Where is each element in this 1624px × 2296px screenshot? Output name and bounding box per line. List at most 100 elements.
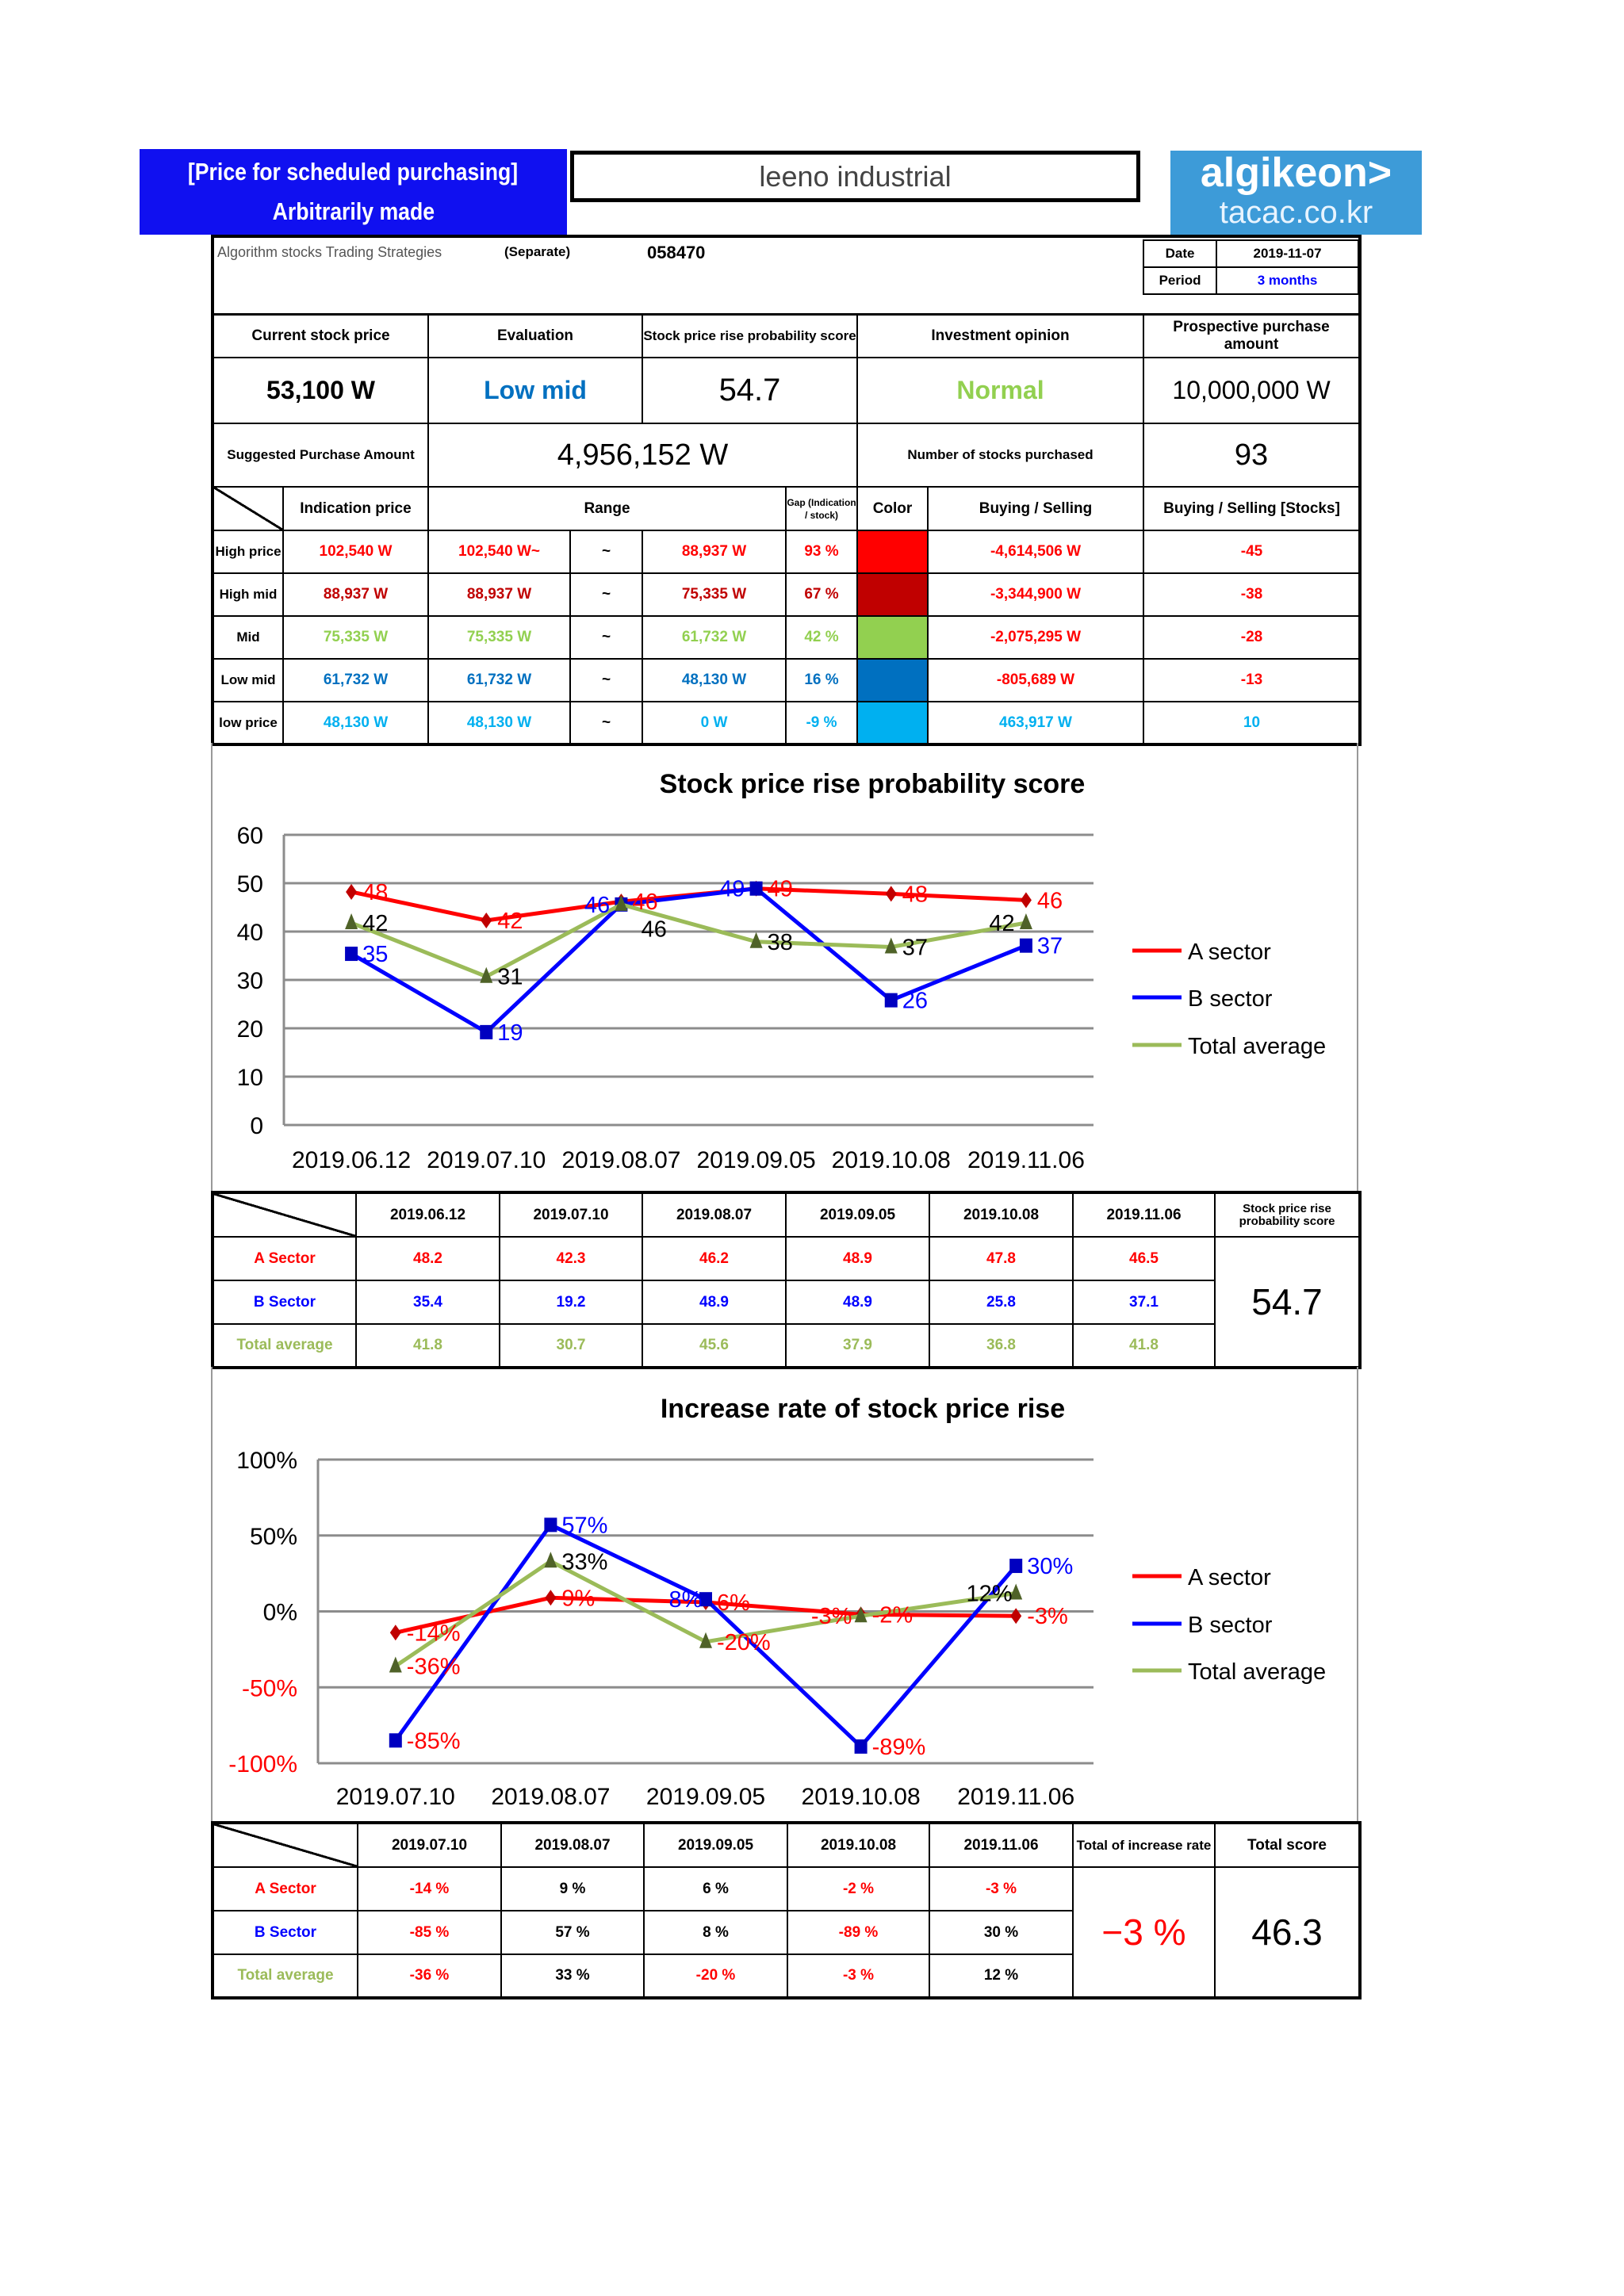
buy-sell-header: Buying / Selling	[927, 486, 1144, 531]
data-label: 9%	[561, 1586, 595, 1611]
x-tick-label: 2019.07.10	[427, 1147, 546, 1173]
data-label: 48	[362, 880, 388, 905]
y-tick-label: -100%	[228, 1751, 297, 1777]
x-tick-label: 2019.06.12	[292, 1147, 411, 1173]
data-point	[389, 1624, 401, 1641]
data-label: 49	[768, 877, 793, 902]
page-title-box: [Price for scheduled purchasing] Arbitra…	[140, 149, 567, 235]
date-header: 2019.10.08	[929, 1192, 1074, 1238]
buy-sell-amount: -3,344,900 W	[927, 572, 1144, 617]
suggested-amount-value: 4,956,152 W	[427, 423, 858, 488]
buy-sell-stocks: 10	[1142, 701, 1362, 745]
prospective-amount-value: 10,000,000 W	[1142, 357, 1362, 424]
price-row: low price 48,130 W 48,130 W ~0 W -9 % 463,917…	[212, 701, 1362, 745]
buy-sell-amount: -4,614,506 W	[927, 530, 1144, 574]
evaluation-value: Low mid	[427, 357, 643, 424]
data-label: -14%	[407, 1621, 461, 1646]
level-label: Low mid	[212, 658, 284, 702]
data-point	[389, 1733, 402, 1748]
data-label: 46	[642, 916, 667, 942]
chart-title: Stock price rise probability score	[660, 769, 1086, 799]
data-label: -20%	[717, 1630, 771, 1655]
level-label: High mid	[212, 572, 284, 617]
prospective-amount-label: Prospective purchase amount	[1142, 313, 1362, 358]
title-line-1: [Price for scheduled purchasing]	[188, 158, 519, 186]
data-point	[345, 913, 358, 930]
range-to: 61,732 W	[642, 615, 787, 660]
range-header: Range	[427, 486, 787, 531]
overall-score: 54.7	[1214, 1236, 1361, 1368]
date-label: Date	[1143, 239, 1218, 268]
rate-row: B Sector -85 % 57 % 8 % -89 % 30 %	[212, 1910, 1360, 1955]
logo-url: tacac.co.kr	[1219, 195, 1373, 230]
separate-label: (Separate)	[504, 244, 571, 259]
sector-label: Total average	[212, 1954, 358, 1999]
rate-cell: -3 %	[787, 1954, 930, 1999]
buy-sell-amount: -2,075,295 W	[927, 615, 1144, 660]
legend-label: B sector	[1188, 1613, 1273, 1638]
sector-label: A Sector	[212, 1236, 357, 1281]
date-header: 2019.09.05	[785, 1192, 930, 1238]
x-tick-label: 2019.11.06	[967, 1147, 1085, 1173]
indication-price: 102,540 W	[282, 530, 429, 574]
data-label: 19	[497, 1020, 523, 1046]
range-tilde: ~	[569, 530, 643, 574]
logo-text: algikeon>	[1200, 150, 1392, 196]
data-label: -3%	[811, 1604, 852, 1629]
series-line-2	[350, 902, 1027, 979]
data-point	[884, 993, 898, 1008]
price-row: High mid 88,937 W 88,937 W ~75,335 W 67 % -3,…	[212, 572, 1362, 617]
sector-label: B Sector	[212, 1280, 357, 1325]
level-label: Mid	[212, 615, 284, 660]
y-tick-label: 50%	[250, 1524, 297, 1550]
score-cell: 25.8	[929, 1280, 1074, 1325]
indication-price: 61,732 W	[282, 658, 429, 702]
gap-header: Gap (Indication / stock)	[785, 486, 858, 531]
legend-label: Total average	[1188, 1659, 1326, 1685]
rate-cell: -89 %	[787, 1910, 930, 1955]
buy-sell-stocks: -38	[1142, 572, 1362, 617]
score-cell: 48.9	[785, 1236, 930, 1281]
date-value: 2019-11-07	[1216, 239, 1359, 268]
gap-value: 67 %	[785, 572, 858, 617]
indication-price-header: Indication price	[282, 486, 429, 531]
score-header: Stock price rise probability score	[1214, 1192, 1361, 1238]
price-row: Low mid 61,732 W 61,732 W ~48,130 W 16 % -805…	[212, 658, 1362, 702]
buy-sell-amount: 463,917 W	[927, 701, 1144, 745]
range-to: 88,937 W	[642, 530, 787, 574]
data-point	[1009, 1559, 1023, 1574]
legend-label: A sector	[1188, 939, 1271, 965]
color-swatch	[856, 572, 929, 617]
range-tilde: ~	[569, 701, 643, 745]
rate-cell: -14 %	[357, 1866, 502, 1911]
data-label: 49	[719, 877, 745, 902]
date-header: 2019.06.12	[355, 1192, 500, 1238]
rate-chart-section	[211, 1367, 1358, 1821]
period-value: 3 months	[1216, 266, 1359, 295]
data-point	[389, 1656, 402, 1673]
date-header: 2019.11.06	[1072, 1192, 1216, 1238]
x-tick-label: 2019.07.10	[336, 1784, 455, 1810]
date-header: 2019.09.05	[643, 1822, 788, 1868]
range-from: 102,540 W~	[427, 530, 571, 574]
data-point	[854, 1739, 868, 1754]
indication-price: 75,335 W	[282, 615, 429, 660]
range-from: 75,335 W	[427, 615, 571, 660]
data-label: 42	[362, 911, 388, 936]
rate-row: Total average -36 % 33 % -20 % -3 % 12 %	[212, 1954, 1360, 1999]
corner-cell	[212, 1192, 357, 1238]
data-label: -89%	[872, 1735, 926, 1760]
total-rate-header: Total of increase rate	[1072, 1822, 1216, 1868]
range-to: 75,335 W	[642, 572, 787, 617]
data-label: -3%	[1027, 1604, 1068, 1629]
rate-cell: 30 %	[929, 1910, 1074, 1955]
purchase-price-table: Algorithm stocks Trading Strategies (Sep…	[211, 235, 1362, 746]
score-row: B Sector 35.4 19.2 48.9 48.9 25.8 37.1	[212, 1280, 1360, 1325]
data-point	[699, 1632, 712, 1648]
algikeon-logo[interactable]: algikeon> tacac.co.kr	[1170, 151, 1422, 235]
date-header: 2019.11.06	[929, 1822, 1074, 1868]
data-label: 42	[497, 909, 523, 934]
x-tick-label: 2019.09.05	[697, 1147, 816, 1173]
rate-cell: -20 %	[643, 1954, 788, 1999]
range-from: 61,732 W	[427, 658, 571, 702]
